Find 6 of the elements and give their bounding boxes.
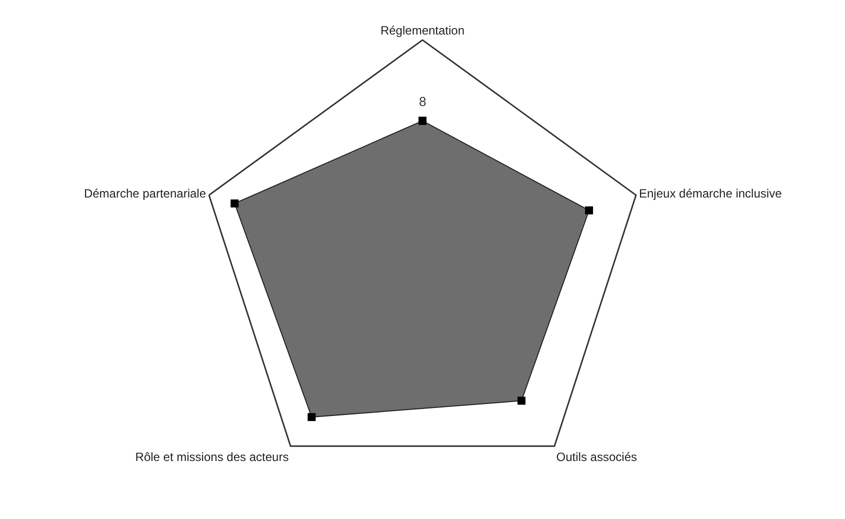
spoke-label: Démarche partenariale xyxy=(84,186,206,200)
spoke-label: Rôle et missions des acteurs xyxy=(135,450,289,464)
text: 8 xyxy=(419,94,426,109)
spoke-label: Outils associés xyxy=(556,450,638,464)
spoke-label: Enjeux démarche inclusive xyxy=(639,186,782,200)
spoke-label: Réglementation xyxy=(380,23,465,38)
